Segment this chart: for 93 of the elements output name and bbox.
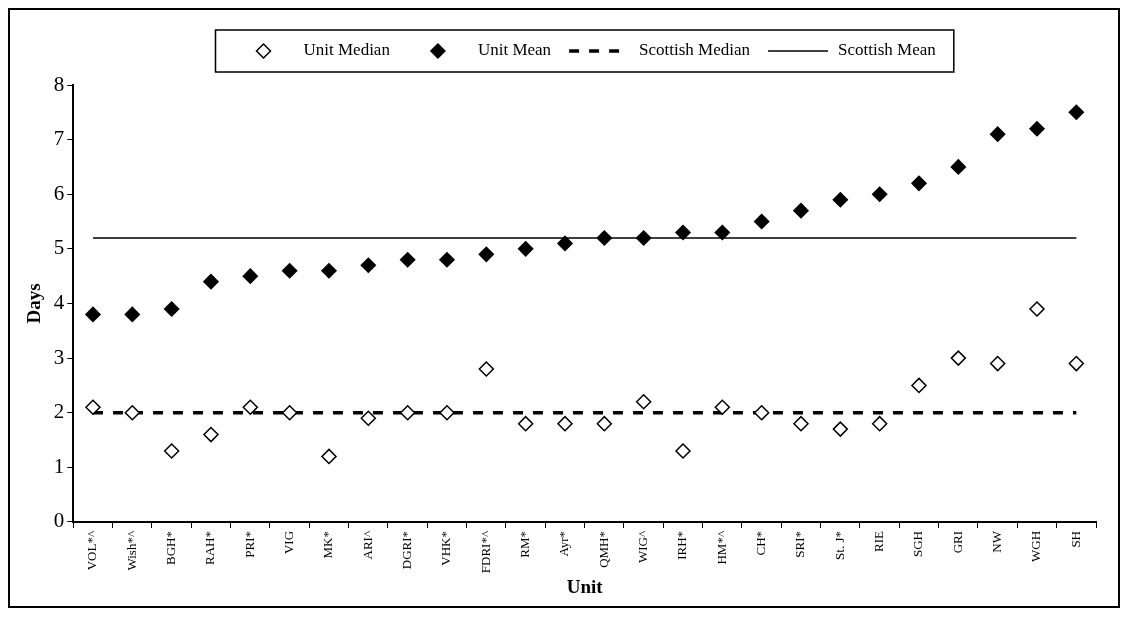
y-tick-label: 3 bbox=[53, 344, 65, 369]
point bbox=[714, 399, 731, 416]
x-tick-label: WIG^ bbox=[635, 530, 651, 564]
x-tick-label: GRI bbox=[949, 530, 965, 554]
point bbox=[635, 230, 652, 246]
point bbox=[1068, 104, 1085, 121]
point bbox=[1068, 355, 1085, 372]
x-axis-title: Unit bbox=[566, 575, 604, 597]
legend-label: Unit Median bbox=[303, 40, 391, 60]
x-tick-label: QMH* bbox=[595, 530, 611, 568]
point bbox=[281, 262, 298, 279]
legend-label: Scottish Mean bbox=[838, 40, 937, 60]
point bbox=[242, 268, 259, 284]
point bbox=[832, 421, 849, 437]
point bbox=[596, 415, 613, 432]
point bbox=[832, 191, 849, 208]
point bbox=[714, 224, 731, 241]
point bbox=[85, 306, 101, 323]
x-tick-label: VHK* bbox=[438, 530, 454, 566]
point bbox=[439, 252, 455, 268]
point bbox=[753, 213, 770, 230]
point bbox=[1029, 301, 1045, 317]
point bbox=[163, 301, 180, 317]
y-tick-label: 7 bbox=[53, 126, 65, 151]
y-tick-label: 8 bbox=[53, 71, 65, 96]
y-tick-label: 5 bbox=[53, 235, 65, 260]
legend-label: Scottish Median bbox=[639, 40, 751, 60]
point bbox=[478, 246, 495, 263]
x-tick-label: MK* bbox=[320, 530, 336, 559]
y-tick-label: 2 bbox=[53, 399, 65, 424]
point bbox=[399, 404, 416, 421]
point bbox=[360, 257, 377, 274]
point bbox=[321, 262, 337, 279]
y-tick-label: 1 bbox=[53, 453, 65, 478]
point bbox=[1029, 120, 1045, 137]
point bbox=[871, 415, 888, 432]
point bbox=[989, 126, 1006, 142]
point bbox=[596, 230, 613, 246]
point bbox=[242, 399, 259, 416]
point bbox=[203, 273, 219, 290]
point bbox=[439, 404, 455, 421]
x-tick-label: VOL*^ bbox=[84, 530, 100, 571]
point bbox=[793, 202, 809, 219]
point bbox=[203, 426, 219, 443]
point bbox=[635, 394, 652, 410]
x-tick-label: BGH* bbox=[163, 530, 179, 565]
point bbox=[911, 377, 927, 394]
x-tick-label: VIG bbox=[281, 530, 297, 555]
x-tick-label: SRI* bbox=[792, 530, 808, 558]
x-tick-label: IRH* bbox=[674, 530, 690, 560]
legend-label: Unit Mean bbox=[477, 40, 552, 60]
point bbox=[675, 224, 691, 241]
y-tick-label: 6 bbox=[53, 180, 65, 205]
point bbox=[557, 235, 573, 252]
point bbox=[517, 415, 534, 432]
x-tick-label: SH bbox=[1067, 530, 1083, 548]
x-tick-label: Wish*^ bbox=[123, 530, 139, 571]
point bbox=[675, 443, 691, 459]
y-axis-title: Days bbox=[23, 283, 45, 324]
x-tick-label: DGRI* bbox=[399, 530, 415, 570]
point bbox=[557, 415, 573, 432]
x-tick-label: CH* bbox=[753, 530, 769, 556]
point bbox=[124, 404, 141, 421]
point bbox=[478, 361, 495, 377]
point bbox=[753, 404, 770, 421]
point bbox=[85, 399, 101, 416]
point bbox=[911, 175, 927, 192]
x-tick-label: RAH* bbox=[202, 530, 218, 565]
point bbox=[399, 252, 416, 268]
x-tick-label: Ayr* bbox=[556, 530, 572, 557]
point bbox=[517, 241, 534, 257]
point bbox=[124, 306, 141, 323]
point bbox=[871, 186, 888, 202]
point bbox=[793, 415, 809, 432]
x-tick-label: FDRI*^ bbox=[477, 530, 493, 574]
x-tick-label: ARI^ bbox=[359, 530, 375, 560]
x-tick-label: SGH bbox=[910, 530, 926, 557]
x-tick-label: WGH bbox=[1028, 530, 1044, 563]
x-tick-label: PRI* bbox=[241, 530, 257, 558]
point bbox=[360, 410, 377, 426]
point bbox=[989, 355, 1006, 372]
x-tick-label: HM*^ bbox=[713, 530, 729, 565]
y-tick-label: 4 bbox=[53, 290, 65, 315]
point bbox=[950, 350, 967, 366]
x-tick-label: NW bbox=[989, 530, 1005, 553]
point bbox=[321, 448, 337, 465]
x-tick-label: RM* bbox=[517, 530, 533, 558]
x-tick-label: RIE bbox=[871, 530, 887, 552]
point bbox=[163, 443, 180, 459]
y-tick-label: 0 bbox=[53, 508, 65, 533]
point bbox=[281, 404, 298, 421]
point bbox=[950, 159, 967, 175]
x-tick-label: St. J* bbox=[831, 530, 847, 560]
